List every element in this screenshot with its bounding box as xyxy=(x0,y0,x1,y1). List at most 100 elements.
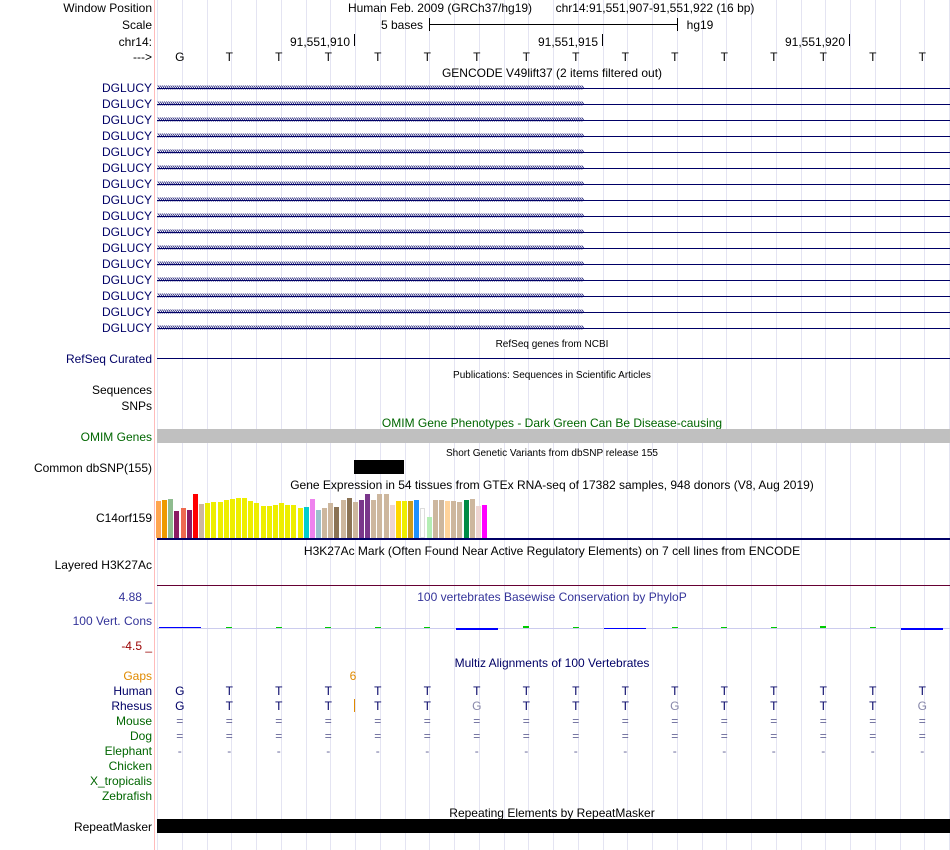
gtex-tissue-bar[interactable] xyxy=(285,505,291,538)
gtex-tissue-bar[interactable] xyxy=(168,499,174,538)
phylop-score-bar[interactable] xyxy=(158,627,201,628)
gencode-row[interactable]: DGLUCY ››››››››››››››››››››››››››››››››››… xyxy=(0,113,950,129)
snps-label[interactable]: SNPs xyxy=(121,399,152,413)
gtex-tissue-bar[interactable] xyxy=(365,494,371,538)
phylop-score-bar[interactable] xyxy=(671,627,678,628)
phylop-score-bar[interactable] xyxy=(275,627,282,628)
gencode-row[interactable]: DGLUCY ››››››››››››››››››››››››››››››››››… xyxy=(0,241,950,257)
gtex-tissue-bar[interactable] xyxy=(254,503,260,538)
phylop-score-bar[interactable] xyxy=(325,627,332,628)
gtex-tissue-bar[interactable] xyxy=(402,501,407,538)
gtex-tissue-bar[interactable] xyxy=(272,505,278,538)
gencode-label[interactable]: DGLUCY xyxy=(101,209,152,223)
gtex-tissue-bar[interactable] xyxy=(229,499,235,538)
gencode-label[interactable]: DGLUCY xyxy=(101,161,152,175)
gtex-tissue-bar[interactable] xyxy=(291,505,297,538)
gencode-label[interactable]: DGLUCY xyxy=(101,257,152,271)
gtex-tissue-bar[interactable] xyxy=(432,500,438,538)
gencode-label[interactable]: DGLUCY xyxy=(101,177,152,191)
phylop-score-bar[interactable] xyxy=(721,627,728,628)
gtex-tissue-bar[interactable] xyxy=(414,500,420,538)
gtex-tissue-bar[interactable] xyxy=(451,501,457,538)
gtex-tissue-bar[interactable] xyxy=(279,503,284,538)
multiz-species-label[interactable]: Chicken xyxy=(108,759,152,773)
gtex-tissue-bar[interactable] xyxy=(297,508,303,538)
multiz-species-label[interactable]: Elephant xyxy=(104,744,152,758)
gtex-tissue-bar[interactable] xyxy=(186,510,192,538)
gtex-tissue-bar[interactable] xyxy=(340,500,346,538)
multiz-species-label[interactable]: Human xyxy=(113,684,152,698)
phylop-score-bar[interactable] xyxy=(424,627,431,628)
gencode-label[interactable]: DGLUCY xyxy=(101,241,152,255)
gtex-tissue-bar[interactable] xyxy=(192,494,198,538)
gencode-row[interactable]: DGLUCY ››››››››››››››››››››››››››››››››››… xyxy=(0,193,950,209)
repeatmasker-bar[interactable] xyxy=(157,819,950,833)
gencode-label[interactable]: DGLUCY xyxy=(101,305,152,319)
phylop-score-bar[interactable] xyxy=(901,628,944,630)
phylop-score-bar[interactable] xyxy=(869,627,876,628)
gtex-tissue-bar[interactable] xyxy=(328,503,334,538)
phylop-score-bar[interactable] xyxy=(770,627,777,628)
gencode-row[interactable]: DGLUCY ››››››››››››››››››››››››››››››››››… xyxy=(0,177,950,193)
gtex-tissue-bar[interactable] xyxy=(260,506,266,538)
gtex-tissue-bar[interactable] xyxy=(463,500,469,538)
gtex-tissue-bar[interactable] xyxy=(248,501,254,538)
gtex-tissue-bar[interactable] xyxy=(174,511,180,538)
gtex-tissue-bar[interactable] xyxy=(303,507,309,538)
gencode-row[interactable]: DGLUCY ››››››››››››››››››››››››››››››››››… xyxy=(0,257,950,273)
dbsnp-label[interactable]: Common dbSNP(155) xyxy=(33,461,152,475)
gencode-label[interactable]: DGLUCY xyxy=(101,145,152,159)
phylop-score-bar[interactable] xyxy=(455,628,498,630)
gaps-label[interactable]: Gaps xyxy=(123,669,152,683)
gtex-tissue-bar[interactable] xyxy=(223,500,229,538)
gtex-tissue-bar[interactable] xyxy=(371,500,377,538)
gtex-tissue-bar[interactable] xyxy=(408,501,414,538)
gencode-label[interactable]: DGLUCY xyxy=(101,193,152,207)
gencode-row[interactable]: DGLUCY ››››››››››››››››››››››››››››››››››… xyxy=(0,161,950,177)
gtex-tissue-bar[interactable] xyxy=(426,517,432,538)
gencode-label[interactable]: DGLUCY xyxy=(101,321,152,335)
gtex-tissue-bar[interactable] xyxy=(266,506,272,538)
gtex-tissue-bar[interactable] xyxy=(334,507,340,538)
gtex-label[interactable]: C14orf159 xyxy=(95,511,152,525)
multiz-species-label[interactable]: Dog xyxy=(129,729,152,743)
gencode-label[interactable]: DGLUCY xyxy=(101,225,152,239)
gencode-row[interactable]: DGLUCY ››››››››››››››››››››››››››››››››››… xyxy=(0,289,950,305)
omim-label[interactable]: OMIM Genes xyxy=(80,430,152,444)
gtex-tissue-bar[interactable] xyxy=(205,503,211,538)
gencode-row[interactable]: DGLUCY ››››››››››››››››››››››››››››››››››… xyxy=(0,305,950,321)
refseq-label[interactable]: RefSeq Curated xyxy=(65,352,152,366)
gencode-label[interactable]: DGLUCY xyxy=(101,113,152,127)
gencode-label[interactable]: DGLUCY xyxy=(101,81,152,95)
multiz-species-label[interactable]: Mouse xyxy=(115,714,152,728)
phylop-score-bar[interactable] xyxy=(523,626,530,628)
gtex-tissue-bar[interactable] xyxy=(235,498,241,538)
gencode-label[interactable]: DGLUCY xyxy=(101,97,152,111)
phylop-score-bar[interactable] xyxy=(374,627,381,628)
gtex-tissue-bar[interactable] xyxy=(457,502,463,538)
gtex-tissue-bar[interactable] xyxy=(315,510,321,538)
repeatmasker-label[interactable]: RepeatMasker xyxy=(73,820,152,834)
phylop-label[interactable]: 100 Vert. Cons xyxy=(72,614,152,628)
gencode-row[interactable]: DGLUCY ››››››››››››››››››››››››››››››››››… xyxy=(0,129,950,145)
gtex-tissue-bar[interactable] xyxy=(217,502,223,538)
h3k27ac-label[interactable]: Layered H3K27Ac xyxy=(54,558,152,572)
publications-label[interactable]: Sequences xyxy=(91,383,152,397)
gencode-label[interactable]: DGLUCY xyxy=(101,289,152,303)
gencode-row[interactable]: DGLUCY ››››››››››››››››››››››››››››››››››… xyxy=(0,209,950,225)
gencode-label[interactable]: DGLUCY xyxy=(101,273,152,287)
dbsnp-variant[interactable] xyxy=(354,460,404,474)
multiz-species-label[interactable]: Rhesus xyxy=(111,699,152,713)
gtex-tissue-bar[interactable] xyxy=(395,501,401,538)
gencode-row[interactable]: DGLUCY ››››››››››››››››››››››››››››››››››… xyxy=(0,321,950,337)
gtex-tissue-bar[interactable] xyxy=(180,508,186,538)
gtex-tissue-bar[interactable] xyxy=(383,494,389,538)
gtex-tissue-bar[interactable] xyxy=(475,506,481,538)
gtex-tissue-bar[interactable] xyxy=(199,504,205,538)
gencode-row[interactable]: DGLUCY ››››››››››››››››››››››››››››››››››… xyxy=(0,273,950,289)
phylop-score-bar[interactable] xyxy=(572,627,579,628)
phylop-score-bar[interactable] xyxy=(226,627,233,628)
multiz-species-label[interactable]: X_tropicalis xyxy=(89,774,152,788)
gencode-row[interactable]: DGLUCY ››››››››››››››››››››››››››››››››››… xyxy=(0,145,950,161)
gtex-tissue-bar[interactable] xyxy=(322,508,328,538)
